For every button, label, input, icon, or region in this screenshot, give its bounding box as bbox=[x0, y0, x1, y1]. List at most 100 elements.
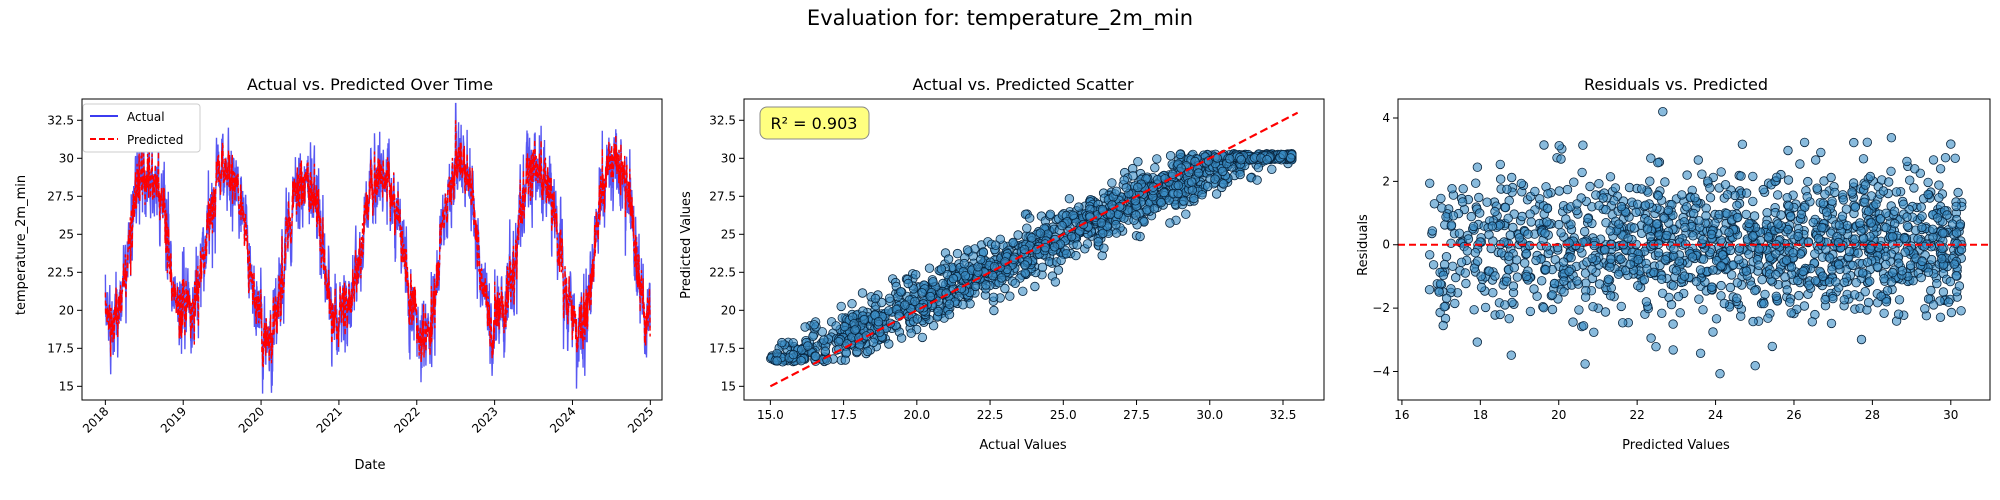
x-tick-label: 28 bbox=[1865, 408, 1880, 422]
scatter-point bbox=[1812, 183, 1822, 193]
scatter-point bbox=[1111, 186, 1122, 197]
scatter-point bbox=[1917, 256, 1927, 267]
scatter-point bbox=[1887, 232, 1898, 242]
scatter-point bbox=[1005, 291, 1015, 301]
scatter-point bbox=[1564, 238, 1574, 248]
scatter-point bbox=[1651, 342, 1661, 352]
scatter-point bbox=[1653, 191, 1664, 201]
scatter-point bbox=[1517, 211, 1527, 222]
x-tick-label: 18 bbox=[1473, 408, 1488, 422]
scatter-point bbox=[1793, 231, 1803, 242]
scatter-point bbox=[1865, 171, 1876, 182]
scatter-point bbox=[1435, 279, 1446, 289]
scatter-point bbox=[1659, 213, 1670, 224]
scatter-point bbox=[1682, 170, 1692, 180]
x-tick-label: 2025 bbox=[625, 404, 656, 435]
scatter-point bbox=[1579, 226, 1590, 237]
scatter-point bbox=[1741, 188, 1752, 198]
scatter-point bbox=[959, 258, 970, 269]
scatter-point bbox=[1865, 243, 1876, 254]
scatter-point bbox=[1783, 175, 1794, 185]
scatter-point bbox=[1734, 254, 1744, 265]
scatter-point bbox=[1474, 192, 1484, 203]
scatter-point bbox=[1881, 251, 1891, 262]
scatter-point bbox=[1726, 270, 1737, 280]
scatter-point bbox=[1525, 209, 1535, 219]
scatter-point bbox=[1786, 308, 1796, 318]
scatter-point bbox=[1577, 167, 1587, 178]
scatter-point bbox=[896, 333, 907, 343]
scatter-point bbox=[1744, 249, 1754, 259]
plot-frame bbox=[743, 98, 1325, 401]
scatter-point bbox=[1725, 245, 1736, 256]
scatter-point bbox=[1937, 254, 1947, 264]
x-tick-label: 2020 bbox=[236, 404, 267, 435]
scatter-point bbox=[1945, 276, 1956, 287]
y-tick-label: 17.5 bbox=[709, 341, 736, 355]
scatter-point bbox=[1694, 216, 1704, 226]
scatter-point bbox=[1783, 145, 1793, 156]
panel-residuals: Residuals vs. Predicted Predicted Values… bbox=[1356, 75, 1991, 453]
scatter-point bbox=[1056, 255, 1066, 266]
scatter-point bbox=[1585, 181, 1595, 192]
scatter-point bbox=[1671, 266, 1682, 276]
y-tick-label: 27.5 bbox=[709, 189, 736, 203]
scatter-point bbox=[1955, 219, 1966, 229]
scatter-point bbox=[1457, 197, 1468, 207]
scatter-point bbox=[1531, 255, 1541, 266]
scatter-point bbox=[1935, 164, 1946, 174]
scatter-point bbox=[1802, 191, 1812, 202]
scatter-point bbox=[1748, 316, 1758, 327]
scatter-point bbox=[1490, 271, 1500, 281]
scatter-point bbox=[1429, 199, 1440, 209]
scatter-point bbox=[1543, 189, 1553, 199]
scatter-point bbox=[1827, 196, 1837, 207]
scatter-point bbox=[1772, 190, 1783, 200]
scatter-point bbox=[1159, 187, 1169, 198]
scatter-point bbox=[1019, 244, 1030, 255]
scatter-point bbox=[906, 328, 916, 338]
scatter-point bbox=[1554, 140, 1564, 151]
scatter-point bbox=[1668, 345, 1678, 355]
scatter-point bbox=[1438, 320, 1448, 331]
scatter-point bbox=[850, 325, 860, 335]
scatter-point bbox=[1920, 304, 1930, 314]
scatter-point bbox=[1148, 182, 1158, 192]
scatter-point bbox=[1878, 186, 1889, 196]
scatter-point bbox=[1943, 297, 1954, 307]
scatter-point bbox=[1668, 281, 1679, 291]
scatter-point bbox=[1771, 269, 1781, 280]
scatter-point bbox=[1722, 189, 1733, 200]
y-axis-label: temperature_2m_min bbox=[14, 175, 29, 315]
scatter-point bbox=[1439, 259, 1450, 270]
scatter-point bbox=[1559, 287, 1569, 297]
scatter-point bbox=[1940, 152, 1951, 163]
scatter-point bbox=[1905, 260, 1916, 270]
scatter-point bbox=[1782, 192, 1792, 203]
scatter-point bbox=[1642, 264, 1652, 274]
scatter-point bbox=[1640, 200, 1651, 211]
scatter-point bbox=[1724, 227, 1734, 238]
scatter-point bbox=[1919, 241, 1930, 252]
scatter-point bbox=[1641, 297, 1652, 307]
scatter-point bbox=[925, 291, 936, 302]
scatter-point bbox=[1688, 231, 1698, 241]
scatter-point bbox=[1133, 156, 1143, 167]
scatter-point bbox=[1844, 246, 1855, 257]
scatter-point bbox=[1798, 266, 1808, 277]
scatter-point bbox=[1928, 155, 1939, 165]
scatter-point bbox=[1762, 207, 1772, 218]
scatter-point bbox=[1027, 233, 1037, 243]
scatter-point bbox=[1589, 327, 1599, 338]
scatter-point bbox=[1424, 178, 1435, 189]
scatter-point bbox=[1838, 195, 1849, 205]
scatter-point bbox=[1744, 218, 1754, 229]
scatter-point bbox=[1603, 274, 1614, 285]
y-tick-label: 20 bbox=[721, 303, 736, 317]
scatter-point bbox=[1536, 276, 1547, 286]
scatter-point bbox=[1554, 186, 1565, 196]
scatter-point bbox=[1767, 341, 1778, 352]
scatter-point bbox=[1817, 271, 1828, 281]
scatter-point bbox=[1946, 307, 1957, 318]
